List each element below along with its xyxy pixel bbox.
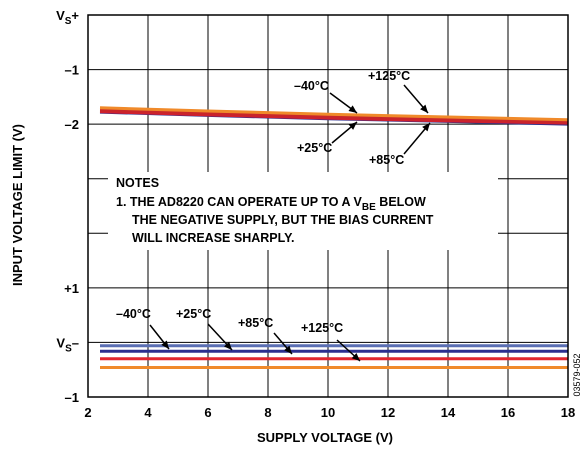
lower-panel-series	[100, 344, 568, 369]
series-line	[99, 106, 569, 122]
annotation-label: –40°C	[294, 79, 329, 93]
x-tick-label: 6	[204, 405, 211, 420]
annotation-arrow-head	[351, 353, 360, 361]
notes-background	[108, 172, 498, 250]
notes-line-3: WILL INCREASE SHARPLY.	[132, 231, 295, 245]
annotation-label: +85°C	[238, 316, 273, 330]
temperature-annotations: –40°C +125°C +25°C +85°C –40°C +25°C +85°C +125…	[116, 69, 431, 362]
annotation-arrow-head	[348, 122, 357, 130]
upper-panel-series	[99, 106, 569, 126]
annotation-label: +125°C	[301, 321, 343, 335]
notes-line-1: 1. THE AD8220 CAN OPERATE UP TO A VBE BE…	[116, 195, 426, 213]
x-axis-label: SUPPLY VOLTAGE (V)	[257, 430, 393, 445]
series-line	[99, 108, 569, 124]
notes-title: NOTES	[116, 176, 159, 190]
x-tick-label: 12	[381, 405, 395, 420]
annotation-label: +125°C	[368, 69, 410, 83]
annotation-label: +25°C	[176, 307, 211, 321]
x-tick-label: 18	[561, 405, 575, 420]
notes-line-2: THE NEGATIVE SUPPLY, BUT THE BIAS CURREN…	[132, 213, 434, 227]
annotation-arrow-head	[161, 340, 169, 349]
x-tick-labels: 2 4 6 8 10 12 14 16 18	[84, 405, 575, 420]
y-tick-label: –1	[65, 63, 79, 78]
annotation-label: +85°C	[369, 153, 404, 167]
y-tick-label: VS–	[56, 335, 79, 354]
y-tick-label: –2	[65, 117, 79, 132]
x-tick-label: 16	[501, 405, 515, 420]
x-tick-label: 4	[144, 405, 152, 420]
annotation-arrow-head	[422, 123, 430, 132]
y-tick-label: VS+	[56, 8, 79, 27]
x-tick-label: 10	[321, 405, 335, 420]
y-tick-label: –1	[65, 390, 79, 405]
notes-block: NOTES 1. THE AD8220 CAN OPERATE UP TO A …	[116, 176, 434, 245]
plot-frame	[87, 14, 569, 398]
annotation-arrow-head	[224, 341, 232, 350]
x-tick-label: 14	[441, 405, 456, 420]
annotation-arrow-head	[284, 345, 292, 354]
annotation-label: –40°C	[116, 307, 151, 321]
annotation-label: +25°C	[297, 141, 332, 155]
y-tick-labels: VS+ –1 –2 +1 VS– –1	[56, 8, 79, 405]
x-tick-label: 8	[264, 405, 271, 420]
figure-id: 03579-052	[572, 353, 582, 396]
annotation-arrow-head	[420, 104, 428, 113]
x-tick-label: 2	[84, 405, 91, 420]
annotation-arrow-head	[348, 105, 357, 113]
y-tick-label: +1	[64, 281, 79, 296]
y-axis-label: INPUT VOLTAGE LIMIT (V)	[10, 124, 25, 286]
